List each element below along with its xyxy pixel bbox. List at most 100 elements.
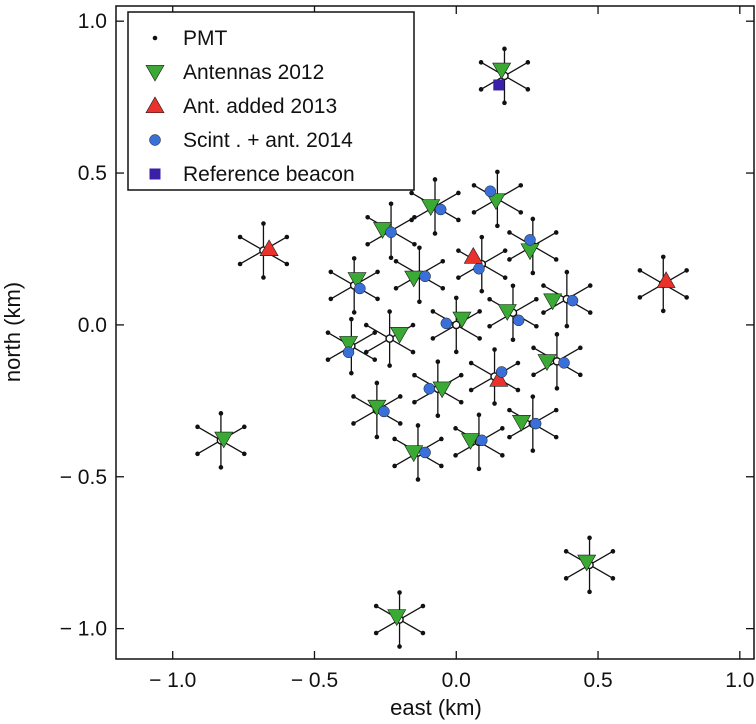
pmt-point	[456, 190, 461, 196]
series-0-point-11	[452, 311, 472, 329]
pmt-station-6	[430, 295, 482, 355]
pmt-point	[637, 268, 643, 273]
pmt-point	[325, 357, 331, 362]
pmt-station-4	[373, 590, 426, 649]
pmt-point	[684, 268, 689, 273]
y-tick-label: − 1.0	[60, 618, 107, 641]
series-2-point-8	[440, 317, 453, 330]
pmt-point	[563, 576, 569, 581]
y-axis-label: north (km)	[0, 282, 25, 382]
pmt-point	[412, 399, 417, 405]
pmt-ray	[239, 249, 264, 265]
pmt-point	[410, 349, 416, 355]
pmt-ray	[533, 360, 558, 376]
series-2-point-14	[378, 405, 390, 418]
pmt-point	[510, 283, 516, 289]
pmt-ray	[351, 345, 376, 361]
pmt-point	[587, 310, 593, 315]
pmt-point	[435, 359, 441, 364]
pmt-ray	[512, 298, 537, 314]
legend-marker-2	[145, 96, 165, 114]
pmt-point	[530, 394, 536, 399]
pmt-point	[518, 183, 524, 188]
series-2-point-13	[558, 357, 570, 369]
pmt-point	[564, 323, 570, 329]
legend-marker-1	[145, 64, 165, 82]
x-tick-label: 1.0	[725, 669, 754, 692]
pmt-point	[476, 466, 482, 472]
pmt-point	[660, 308, 666, 314]
pmt-point	[439, 436, 444, 442]
pmt-point	[541, 310, 546, 315]
x-tick-label: − 0.5	[291, 669, 338, 692]
legend-label-4: Reference beacon	[183, 163, 355, 186]
pmt-point	[534, 323, 539, 329]
pmt-ray	[365, 338, 390, 353]
series-0-point-12	[390, 326, 410, 344]
pmt-ray	[351, 332, 376, 347]
pmt-point	[531, 345, 536, 351]
pmt-point	[587, 283, 593, 288]
pmt-point	[578, 372, 583, 378]
legend-marker-4	[149, 168, 161, 180]
pmt-point	[478, 60, 484, 65]
series-0-point-3	[577, 554, 597, 572]
pmt-point	[587, 589, 592, 595]
pmt-ray	[399, 618, 424, 634]
series-0-point-18	[460, 433, 480, 450]
pmt-point	[453, 295, 459, 301]
pmt-point	[261, 221, 266, 226]
pmt-point	[502, 275, 508, 280]
pmt-point	[530, 216, 536, 222]
pmt-ray	[330, 271, 355, 286]
pmt-point	[388, 201, 394, 207]
pmt-point	[553, 257, 559, 262]
pmt-point	[284, 234, 290, 240]
series-0-point-19	[511, 415, 532, 432]
pmt-point	[241, 424, 247, 430]
pmt-ray	[497, 198, 522, 213]
pmt-ray	[365, 324, 390, 340]
legend-marker-3	[149, 134, 161, 146]
pmt-point	[530, 270, 536, 276]
pmt-point	[477, 336, 482, 341]
pmt-point	[420, 630, 426, 636]
series-2-point-15	[476, 434, 488, 447]
plot-marks	[195, 46, 689, 649]
series-1-point-3	[489, 369, 509, 387]
pmt-ray	[639, 269, 664, 285]
pmt-point	[241, 451, 247, 457]
pmt-point	[365, 214, 370, 220]
series-2-point-10	[342, 346, 355, 358]
pmt-point	[439, 463, 444, 469]
pmt-point	[487, 296, 492, 302]
pmt-point	[518, 210, 524, 215]
pmt-point	[456, 217, 461, 223]
pmt-point	[351, 310, 357, 315]
pmt-point	[456, 248, 461, 253]
pmt-point	[610, 576, 616, 581]
pmt-point	[471, 183, 477, 188]
pmt-ray	[480, 75, 505, 90]
pmt-station-0	[478, 46, 531, 106]
pmt-point	[397, 590, 402, 595]
pmt-point	[502, 46, 507, 52]
legend-label-1: Antennas 2012	[183, 61, 324, 84]
pmt-point	[525, 60, 531, 65]
pmt-point	[373, 603, 379, 609]
pmt-point	[195, 451, 200, 457]
pmt-point	[435, 413, 441, 418]
y-tick-label: 1.0	[78, 10, 107, 33]
pmt-point	[261, 275, 266, 280]
pmt-point	[453, 349, 459, 355]
pmt-ray	[589, 564, 614, 579]
series-2-point-17	[419, 446, 431, 459]
pmt-point	[456, 275, 461, 280]
pmt-point	[328, 269, 334, 275]
pmt-point	[495, 169, 500, 175]
series-2-point-0	[434, 203, 447, 216]
pmt-point	[397, 421, 403, 426]
x-tick-label: 0.5	[583, 669, 612, 692]
series-1-point-1	[656, 271, 676, 288]
pmt-point	[492, 347, 497, 352]
